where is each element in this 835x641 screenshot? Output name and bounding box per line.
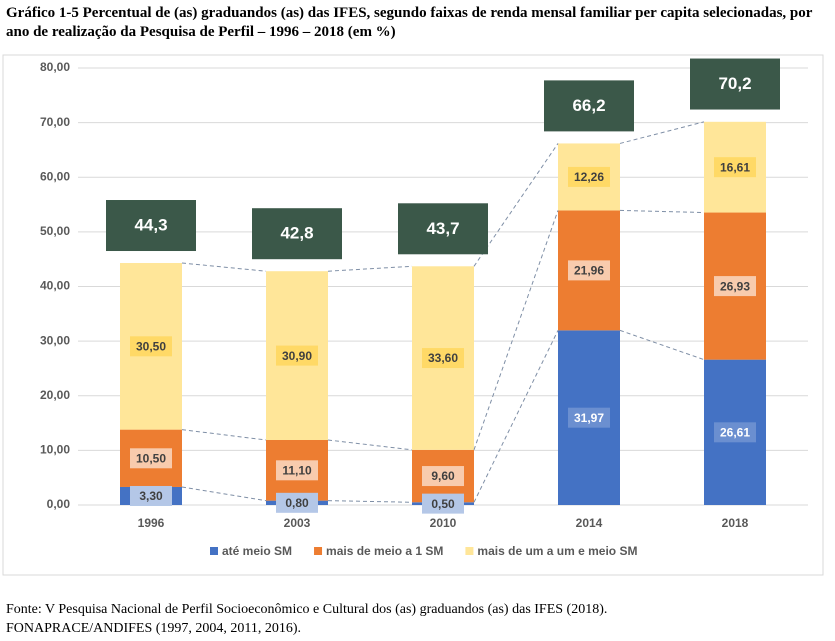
total-label: 70,2 [718, 74, 751, 93]
connector [473, 210, 559, 450]
value-label-box [714, 422, 756, 443]
total-box [106, 200, 196, 252]
y-tick-label: 50,00 [40, 224, 70, 238]
connector [181, 262, 267, 272]
value-label-box [422, 493, 464, 514]
value-label: 3,30 [139, 489, 163, 503]
connector [181, 486, 267, 502]
value-label-box [714, 276, 756, 297]
value-label: 30,50 [136, 339, 166, 353]
value-label: 26,93 [720, 279, 750, 293]
value-label-box [568, 166, 610, 187]
value-label: 30,90 [282, 349, 312, 363]
total-box [690, 58, 780, 110]
total-label: 42,8 [280, 224, 313, 243]
x-tick-label: 2014 [576, 516, 603, 530]
y-tick-label: 20,00 [40, 388, 70, 402]
y-tick-label: 70,00 [40, 115, 70, 129]
y-tick-label: 40,00 [40, 279, 70, 293]
legend-label: mais de um a um e meio SM [477, 544, 637, 558]
value-label: 9,60 [431, 469, 455, 483]
value-label: 10,50 [136, 451, 166, 465]
y-tick-label: 30,00 [40, 333, 70, 347]
value-label-box [568, 407, 610, 428]
value-label: 33,60 [428, 351, 458, 365]
connector [619, 209, 705, 214]
y-tick-label: 0,00 [47, 497, 71, 511]
total-box [398, 203, 488, 255]
value-label: 31,97 [574, 411, 604, 425]
value-label: 12,26 [574, 170, 604, 184]
value-label: 11,10 [282, 463, 312, 477]
chart-title: Gráfico 1-5 Percentual de (as) graduando… [6, 5, 813, 40]
total-label: 43,7 [426, 219, 459, 238]
y-tick-label: 10,00 [40, 443, 70, 457]
value-label-box [130, 485, 172, 506]
value-label-box [714, 157, 756, 178]
total-box [544, 80, 634, 132]
value-label-box [276, 492, 318, 513]
legend-swatch [314, 547, 323, 555]
legend-swatch [210, 547, 218, 555]
x-tick-label: 2010 [430, 516, 457, 530]
x-tick-label: 2003 [284, 516, 311, 530]
source-line: FONAPRACE/ANDIFES (1997, 2004, 2011, 201… [6, 621, 302, 636]
total-label: 44,3 [134, 215, 167, 234]
source-line: Fonte: V Pesquisa Nacional de Perfil Soc… [6, 602, 608, 617]
source: Fonte: V Pesquisa Nacional de Perfil Soc… [6, 600, 831, 638]
connector [181, 429, 267, 441]
legend-label: até meio SM [222, 544, 292, 558]
y-tick-label: 60,00 [40, 169, 70, 183]
bar-segment [558, 330, 620, 505]
total-box [252, 208, 342, 260]
value-label-box [568, 260, 610, 281]
connector [327, 265, 413, 272]
value-label-box [422, 466, 464, 487]
value-label: 26,61 [720, 425, 750, 439]
connector [619, 121, 705, 144]
legend-swatch [465, 547, 474, 555]
y-tick-label: 80,00 [40, 60, 70, 74]
connector [327, 439, 413, 451]
value-label-box [276, 345, 318, 366]
chart-frame [2, 54, 824, 576]
value-label: 21,96 [574, 264, 604, 278]
value-label: 16,61 [720, 160, 750, 174]
connector [619, 329, 705, 361]
connector [327, 500, 413, 503]
value-label-box [130, 336, 172, 357]
value-label-box [422, 348, 464, 369]
value-label-box [130, 448, 172, 469]
value-label: 0,50 [431, 497, 455, 511]
bar-segment [704, 359, 766, 505]
total-label: 66,2 [572, 96, 605, 115]
value-label-box [276, 460, 318, 481]
connector [473, 330, 559, 503]
value-label: 0,80 [285, 496, 309, 510]
x-tick-label: 1996 [138, 516, 165, 530]
x-tick-label: 2018 [722, 516, 749, 530]
legend-label: mais de meio a 1 SM [326, 544, 443, 558]
